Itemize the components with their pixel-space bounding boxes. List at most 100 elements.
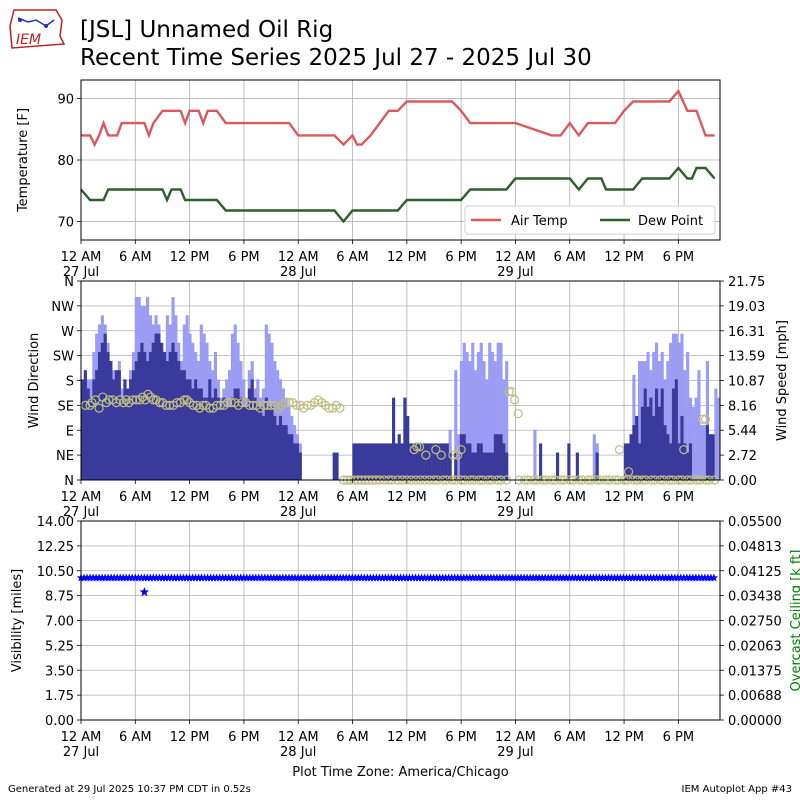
speed-bar (482, 452, 486, 480)
speed-bar (134, 361, 138, 480)
speed-bar (126, 388, 130, 480)
legend-dew-point-label: Dew Point (638, 214, 703, 229)
speed-bar (654, 388, 659, 480)
y-tick-label: 3.50 (45, 664, 74, 679)
legend-air-temp-label: Air Temp (511, 214, 568, 229)
speed-bar (233, 388, 237, 480)
speed-bar (230, 397, 234, 480)
x-tick-label: 12 AM (495, 250, 536, 265)
x-tick-label: 6 AM (336, 490, 369, 505)
speed-bar (253, 397, 257, 480)
direction-point (513, 409, 523, 419)
speed-bar (417, 443, 421, 480)
gust-bar (669, 342, 673, 480)
speed-bar (92, 379, 96, 480)
speed-bar (335, 452, 339, 480)
y-tick-label: 70 (57, 216, 74, 231)
gust-bar (666, 361, 670, 480)
x-tick-label: 12 PM (387, 730, 427, 745)
dew-point-line (80, 166, 716, 224)
gust-bar (468, 361, 472, 480)
x-tick-label: 6 AM (119, 250, 152, 265)
speed-bar (137, 351, 141, 480)
speed-bar (445, 443, 449, 480)
speed-bar (643, 388, 647, 480)
speed-bar (499, 434, 503, 480)
speed-bar (114, 370, 119, 480)
direction-tick-label: S (66, 375, 74, 390)
x-tick-label: 6 PM (445, 250, 476, 265)
x-tick-label: 6 AM (553, 490, 586, 505)
speed-tick-label: 8.16 (728, 399, 757, 414)
speed-bar (208, 379, 212, 480)
visibility-point (363, 573, 372, 582)
speed-bar (408, 443, 413, 480)
y-tick-label: 5.25 (45, 639, 74, 654)
y2-tick-label: 0.04125 (728, 565, 782, 580)
x-tick-label: 12 PM (387, 250, 427, 265)
direction-point (280, 398, 291, 408)
speed-bar (567, 443, 571, 480)
speed-bar (97, 351, 102, 480)
speed-bar (711, 434, 715, 480)
app-footnote: IEM Autoplot App #43 (681, 784, 792, 795)
gust-bar (677, 342, 681, 480)
direction-point (161, 400, 171, 410)
speed-bar (295, 443, 300, 480)
speed-bar (267, 406, 271, 480)
direction-point (223, 398, 233, 408)
y-tick-label: 80 (57, 154, 74, 169)
direction-point (509, 395, 520, 405)
visibility-point (643, 573, 652, 582)
speed-tick-label: 10.87 (728, 375, 765, 390)
gust-bar (490, 351, 495, 480)
speed-bar (400, 443, 404, 480)
speed-bar (640, 406, 644, 480)
gust-bar (638, 361, 642, 480)
speed-bar (638, 443, 642, 480)
speed-bar (420, 443, 424, 480)
speed-bar (276, 425, 280, 480)
x-tick-label: 6 PM (228, 730, 259, 745)
x-tick-date-label: 28 Jul (280, 745, 316, 760)
speed-bar (264, 397, 268, 480)
speed-bar (652, 415, 656, 480)
x-tick-label: 12 AM (61, 250, 102, 265)
x-tick-label: 6 AM (553, 730, 586, 745)
x-tick-label: 6 AM (336, 250, 369, 265)
y2-axis-label: Overcast Ceiling [k ft] (789, 550, 800, 692)
speed-bar (112, 379, 116, 480)
gust-bar (482, 361, 486, 480)
x-tick-label: 6 PM (228, 250, 259, 265)
direction-point (121, 395, 131, 405)
speed-bar (117, 370, 121, 480)
direction-point (414, 442, 425, 452)
y2-axis-label: Wind Speed [mph] (775, 320, 790, 441)
speed-bar (182, 370, 186, 480)
speed-bar (626, 443, 630, 480)
x-tick-label: 6 PM (445, 730, 476, 745)
speed-bar (293, 443, 297, 480)
speed-bar (281, 425, 285, 480)
direction-point (421, 450, 431, 460)
gust-bar (703, 425, 707, 480)
speed-bar (188, 379, 192, 480)
direction-tick-label: N (64, 474, 74, 489)
speed-bar (332, 452, 336, 480)
x-tick-date-label: 29 Jul (497, 265, 533, 280)
x-tick-label: 6 PM (663, 730, 694, 745)
speed-bar (278, 415, 283, 480)
speed-tick-label: 21.75 (728, 275, 765, 290)
direction-tick-label: NE (56, 449, 74, 464)
direction-point (412, 442, 422, 452)
speed-bar (205, 397, 209, 480)
speed-bar (392, 397, 396, 480)
gust-bar (479, 342, 483, 480)
gust-bar (471, 342, 475, 480)
legend-box (464, 205, 716, 235)
y2-tick-label: 0.00688 (728, 689, 782, 704)
direction-point (623, 467, 634, 477)
direction-point (259, 400, 269, 410)
gust-bar (505, 361, 509, 480)
x-axis-label: Plot Time Zone: America/Chicago (292, 765, 508, 780)
